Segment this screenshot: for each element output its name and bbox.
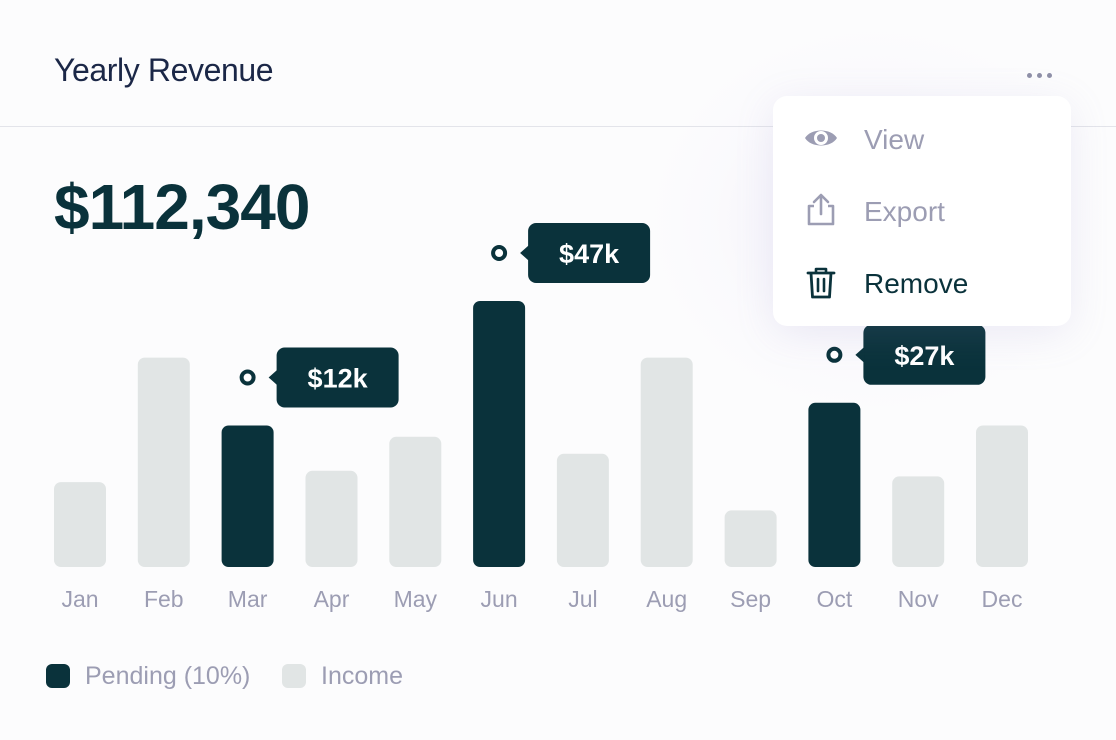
card-title: Yearly Revenue (54, 52, 274, 88)
more-dot (1026, 72, 1032, 78)
legend-swatch-income (282, 664, 306, 688)
more-dot (1046, 72, 1052, 78)
bar-oct (808, 402, 861, 567)
month-label: Jul (568, 586, 597, 612)
bar-jun (473, 301, 526, 567)
bar-mar (221, 425, 274, 567)
bar-apr (305, 470, 358, 567)
month-label: Nov (898, 586, 939, 612)
bar-nov (892, 476, 945, 567)
tooltip-pointer (520, 244, 530, 261)
tooltip-box (276, 347, 399, 408)
eye-icon (805, 130, 837, 146)
options-menu: View Export Remove (773, 96, 1071, 326)
tooltip-value: $27k (894, 341, 955, 371)
annotation-marker (239, 369, 256, 386)
tooltip-box (863, 324, 986, 385)
month-label: Oct (817, 586, 853, 612)
month-label: Sep (730, 586, 771, 612)
bar-may (389, 436, 442, 567)
menu-item-export[interactable]: Export (773, 180, 1071, 240)
month-label: Jun (481, 586, 518, 612)
value-tooltip: $47k (520, 223, 651, 283)
bar-sep (724, 510, 777, 567)
tooltip-box (528, 223, 651, 283)
value-tooltip: $27k (855, 324, 986, 385)
tooltip-pointer (268, 369, 278, 386)
bar-dec (976, 425, 1028, 567)
menu-item-label: Remove (864, 268, 969, 299)
menu-item-label: Export (864, 196, 945, 227)
annotation-marker (491, 245, 508, 261)
legend-label: Income (321, 662, 403, 690)
month-label: Apr (314, 586, 350, 612)
month-label: Dec (982, 586, 1023, 612)
tooltip-value: $12k (308, 364, 369, 394)
menu-item-remove[interactable]: Remove (773, 252, 1071, 312)
month-label: Mar (228, 586, 268, 612)
more-options-icon[interactable] (1018, 62, 1060, 88)
menu-item-label: View (864, 124, 925, 155)
legend-label: Pending (10%) (85, 662, 251, 690)
month-label: May (394, 586, 438, 612)
annotation-marker (826, 346, 843, 363)
bar-jul (556, 453, 609, 567)
month-label: Jan (61, 586, 98, 612)
header-divider (0, 126, 1116, 127)
tooltip-pointer (855, 346, 865, 363)
value-tooltip: $12k (268, 347, 399, 408)
trash-icon (806, 267, 836, 299)
legend-swatch-pending (46, 664, 70, 688)
bar-feb (137, 357, 190, 567)
tooltip-value: $47k (559, 239, 620, 269)
more-dot (1036, 72, 1042, 78)
menu-item-view[interactable]: View (773, 108, 1071, 168)
bar-jan (54, 482, 106, 567)
bar-aug (640, 357, 693, 567)
month-label: Feb (144, 586, 184, 612)
month-label: Aug (646, 586, 687, 612)
export-icon (807, 193, 835, 226)
total-revenue: $112,340 (54, 171, 310, 243)
